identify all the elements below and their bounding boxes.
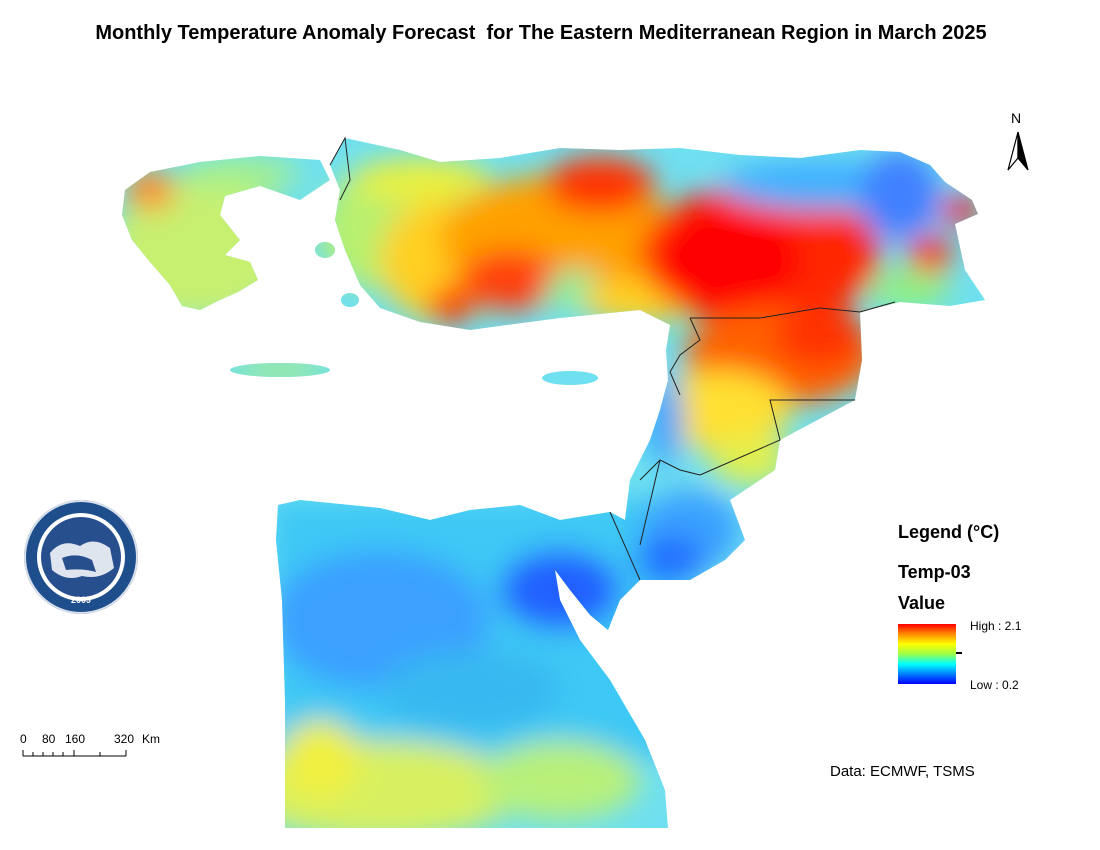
legend-color-ramp (898, 624, 956, 684)
legend-field-name: Value (898, 593, 946, 613)
data-credit: Data: ECMWF, TSMS (830, 763, 975, 780)
scale-label-0: 0 (20, 732, 27, 746)
north-arrow-icon (1007, 131, 1029, 171)
legend-title: Legend (°C) (898, 522, 1000, 542)
anomaly-raster (122, 138, 985, 828)
legend-high-label: High : 2.1 (970, 619, 1022, 633)
legend-low-label: Low : 0.2 (970, 678, 1019, 692)
scale-label-80: 80 (42, 732, 56, 746)
emcc-logo: 2009 (24, 500, 138, 614)
scale-bar (22, 750, 127, 757)
legend-layer-name: Temp-03 (898, 562, 971, 582)
map-title: Monthly Temperature Anomaly Forecast for… (95, 22, 987, 44)
north-label: N (1011, 110, 1022, 126)
scale-unit: Km (142, 732, 160, 746)
legend-ramp-tick (956, 652, 962, 654)
borders (329, 136, 896, 581)
logo-year: 2009 (71, 595, 91, 605)
scale-label-160: 160 (65, 732, 86, 746)
scale-label-320: 320 (114, 732, 135, 746)
